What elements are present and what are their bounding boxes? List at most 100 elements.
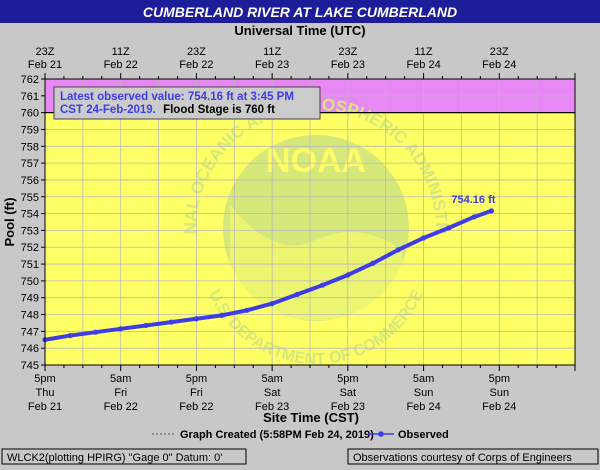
x-tick-label-date: Feb 22 — [104, 401, 138, 413]
y-axis-title: Pool (ft) — [2, 197, 17, 246]
grid-lines — [45, 79, 575, 365]
top-tick-label-time: 23Z — [187, 46, 206, 58]
y-tick-label: 748 — [21, 310, 39, 322]
y-tick-label: 758 — [21, 141, 39, 153]
y-tick-label: 761 — [21, 91, 39, 103]
top-tick-label-time: 11Z — [112, 46, 130, 58]
footer-left-box — [1, 448, 247, 465]
observed-series: 754.16 ft — [42, 194, 496, 343]
x-tick-label-day: Fri — [190, 387, 203, 399]
y-tick-label: 759 — [21, 124, 39, 136]
observed-point — [193, 316, 200, 322]
x-tick-label-date: Feb 21 — [28, 401, 62, 413]
y-tick-label: 746 — [21, 343, 39, 355]
bottom-axis-ticks: 5pm Thu Feb 21 5am Fri Feb 22 5pm Fri Feb 22 5am S… — [28, 365, 576, 413]
y-tick-label: 760 — [21, 108, 39, 120]
x-tick-label-time: 5pm — [337, 373, 358, 385]
top-tick-label-date: Feb 22 — [179, 59, 213, 71]
y-tick-label: 755 — [21, 192, 39, 204]
observed-point — [370, 260, 376, 266]
x-tick-label-time: 5am — [261, 373, 282, 385]
top-tick-label-time: 11Z — [263, 46, 281, 58]
footer-right-box — [347, 448, 599, 465]
title-bar — [0, 0, 600, 23]
x-tick-label-day: Fri — [114, 387, 127, 399]
observed-point — [67, 332, 73, 339]
observed-point — [420, 235, 427, 241]
top-tick-label-date: Feb 24 — [406, 59, 440, 71]
observed-point — [395, 247, 401, 253]
latest-value-text: Latest observed value: 754.16 ft at 3:45… — [60, 91, 294, 103]
x-tick-label-day: Sat — [340, 387, 357, 399]
top-tick-label-time: 23Z — [338, 46, 357, 58]
x-tick-label-date: Feb 24 — [406, 401, 440, 413]
top-tick-label-time: 23Z — [490, 46, 509, 58]
y-tick-label: 754 — [21, 209, 39, 221]
observed-point — [488, 208, 494, 214]
x-tick-label-day: Thu — [36, 387, 55, 399]
flood-stage-text: Flood Stage is 760 ft — [163, 104, 275, 116]
observed-point — [219, 312, 225, 318]
legend: Graph Created (5:58PM Feb 24, 2019) Obse… — [152, 429, 449, 441]
x-tick-label-time: 5am — [110, 373, 131, 385]
x-tick-label-day: Sat — [264, 387, 281, 399]
y-axis-ticks: 745 746 747 748 749 750 751 752 753 754 755 756 757 7… — [21, 74, 45, 372]
x-tick-label-time: 5am — [413, 373, 434, 385]
latest-value-date-line: CST 24-Feb-2019. Flood Stage is 760 ft — [60, 104, 275, 116]
top-tick-label-date: Feb 21 — [28, 59, 62, 71]
legend-observed-label: Observed — [398, 429, 449, 441]
y-tick-label: 751 — [21, 259, 39, 271]
footer-gage-info: WLCK2(plotting HPIRG) "Gage 0" Datum: 0' — [7, 452, 222, 464]
top-tick-label-date: Feb 22 — [104, 59, 138, 71]
x-tick-label-time: 5pm — [489, 373, 510, 385]
legend-observed-marker — [378, 431, 384, 437]
latest-value-box: Latest observed value: 754.16 ft at 3:45… — [53, 86, 321, 120]
top-tick-label-date: Feb 23 — [331, 59, 365, 71]
y-tick-label: 750 — [21, 276, 39, 288]
observed-point — [269, 300, 275, 307]
x-tick-label-date: Feb 22 — [179, 401, 213, 413]
y-tick-label: 747 — [21, 326, 39, 338]
top-tick-label-time: 11Z — [415, 46, 433, 58]
latest-value-date: CST 24-Feb-2019. — [60, 104, 156, 116]
noaa-logo-text: NOAA — [266, 142, 366, 180]
y-tick-label: 752 — [21, 242, 39, 254]
observed-point — [168, 319, 174, 325]
observed-point — [244, 307, 250, 313]
latest-value-box-background — [53, 86, 321, 120]
observed-point — [320, 282, 326, 288]
x-tick-label-date: Feb 24 — [482, 401, 516, 413]
latest-value-label: 754.16 ft — [451, 194, 495, 206]
x-tick-label-date: Feb 23 — [331, 401, 365, 413]
x-tick-label-date: Feb 23 — [255, 401, 289, 413]
observed-point — [345, 272, 351, 278]
x-axis-title: Site Time (CST) — [263, 410, 359, 425]
y-tick-label: 762 — [21, 74, 39, 86]
observed-point — [143, 322, 149, 329]
observed-point — [92, 329, 99, 335]
footer-courtesy: Observations courtesy of Corps of Engine… — [353, 452, 572, 464]
x-tick-label-time: 5pm — [186, 373, 207, 385]
x-tick-label-day: Sun — [489, 387, 509, 399]
observed-point — [294, 291, 300, 297]
y-tick-label: 745 — [21, 360, 39, 372]
top-axis-title: Universal Time (UTC) — [234, 23, 365, 38]
chart-title: CUMBERLAND RIVER AT LAKE CUMBERLAND — [143, 4, 457, 20]
y-tick-label: 757 — [21, 158, 39, 170]
x-tick-label-day: Sun — [414, 387, 434, 399]
y-tick-label: 753 — [21, 225, 39, 237]
observed-point — [118, 326, 124, 332]
y-tick-label: 749 — [21, 293, 39, 305]
noaa-logo-wave — [230, 205, 402, 320]
observed-point — [471, 214, 477, 220]
observed-point — [446, 225, 452, 231]
x-tick-label-time: 5pm — [34, 373, 55, 385]
y-tick-label: 756 — [21, 175, 39, 187]
top-tick-label-time: 23Z — [36, 46, 55, 58]
legend-graph-created: Graph Created (5:58PM Feb 24, 2019) — [180, 429, 374, 441]
top-tick-label-date: Feb 24 — [482, 59, 516, 71]
top-tick-label-date: Feb 23 — [255, 59, 289, 71]
